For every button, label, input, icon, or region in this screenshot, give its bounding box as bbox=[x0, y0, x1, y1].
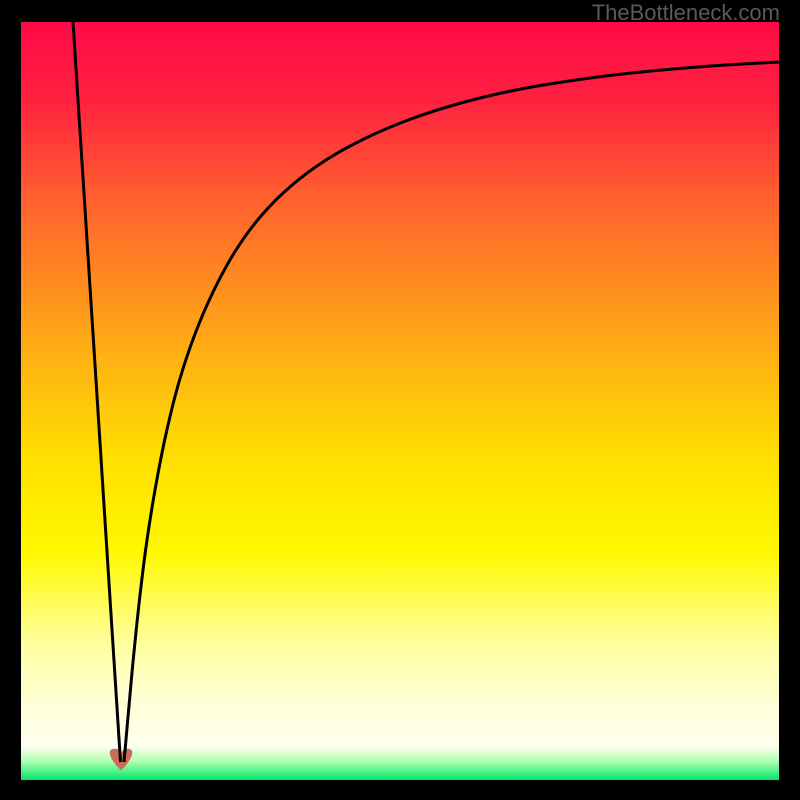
plot-area bbox=[21, 22, 779, 780]
curve-left-branch bbox=[73, 22, 121, 762]
bottleneck-curve bbox=[21, 22, 779, 780]
chart-container: TheBottleneck.com bbox=[0, 0, 800, 800]
watermark-text: TheBottleneck.com bbox=[592, 0, 780, 26]
curve-right-branch bbox=[124, 62, 779, 762]
